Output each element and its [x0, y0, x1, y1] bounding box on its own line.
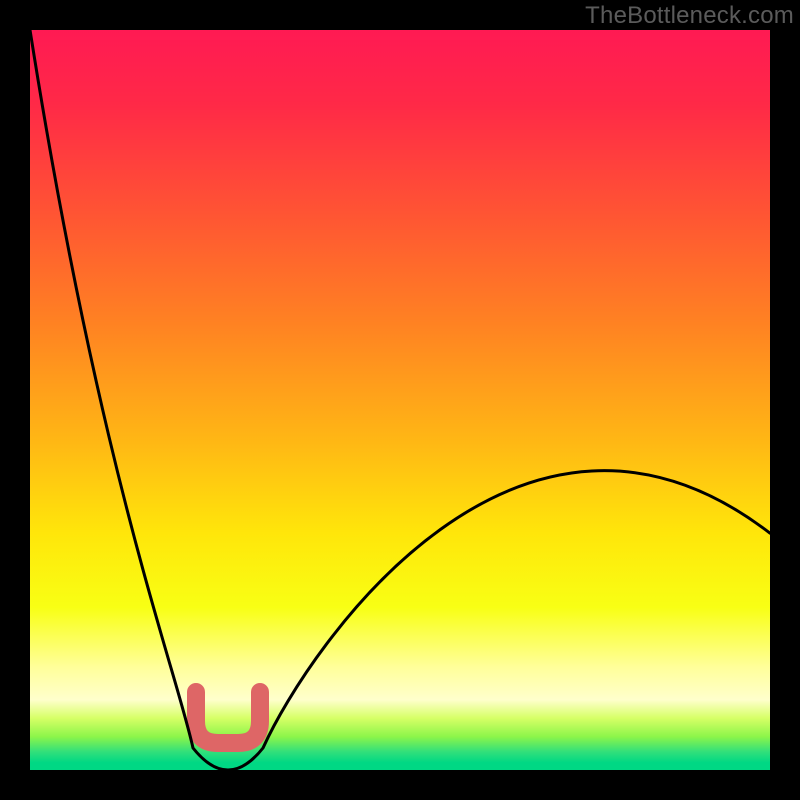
watermark-text: TheBottleneck.com	[585, 2, 794, 30]
plot-background	[30, 30, 770, 770]
plot-svg	[0, 0, 800, 800]
outer-frame: TheBottleneck.com	[0, 0, 800, 800]
